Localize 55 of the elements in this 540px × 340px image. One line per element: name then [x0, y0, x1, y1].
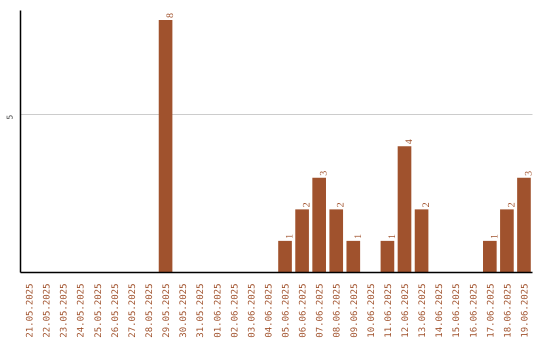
x-tick-label: 23.05.2025 [60, 283, 70, 338]
data-label: 1 [386, 234, 398, 239]
bar [295, 209, 309, 272]
x-tick-label: 15.06.2025 [452, 283, 462, 338]
x-tick-label: 19.06.2025 [520, 283, 530, 338]
x-tick-label: 07.06.2025 [316, 283, 326, 338]
bar [483, 240, 497, 272]
x-tick-label: 12.06.2025 [401, 283, 411, 338]
x-tick-label: 01.06.2025 [213, 283, 224, 338]
x-tick-label: 02.06.2025 [230, 283, 240, 338]
data-label: 1 [352, 234, 364, 239]
bar [278, 240, 292, 272]
x-tick-label: 06.06.2025 [298, 283, 309, 338]
data-label: 2 [421, 202, 432, 208]
x-tick-label: 27.05.2025 [128, 283, 138, 338]
x-tick-label: 28.05.2025 [145, 283, 155, 338]
x-tick-label: 30.05.2025 [179, 283, 190, 338]
x-tick-label: 17.06.2025 [486, 283, 496, 338]
bar [500, 209, 514, 272]
data-label: 1 [284, 234, 296, 239]
x-tick-label: 14.06.2025 [435, 283, 446, 338]
x-tick-label: 21.05.2025 [26, 283, 36, 338]
bar [346, 240, 360, 272]
bar [414, 209, 428, 272]
x-tick-label: 03.06.2025 [247, 283, 258, 338]
bar [380, 240, 394, 272]
data-label: 4 [404, 139, 415, 144]
data-label: 2 [302, 202, 313, 208]
bar [517, 178, 531, 272]
x-tick-label: 08.06.2025 [332, 283, 343, 338]
x-tick-label: 26.05.2025 [110, 283, 121, 338]
x-tick-label: 18.06.2025 [503, 283, 514, 338]
x-tick-label: 22.05.2025 [42, 283, 53, 338]
bar [329, 209, 344, 272]
data-label: 3 [523, 170, 534, 176]
data-label: 8 [165, 12, 176, 18]
x-tick-label: 11.06.2025 [384, 283, 394, 338]
x-tick-label: 05.06.2025 [282, 283, 292, 338]
x-tick-label: 24.05.2025 [76, 283, 87, 338]
x-tick-label: 16.06.2025 [469, 283, 480, 338]
x-tick-label: 13.06.2025 [418, 283, 428, 338]
data-label: 2 [336, 202, 347, 208]
bar [312, 178, 326, 272]
bar [158, 20, 172, 272]
data-label: 3 [318, 170, 330, 176]
x-tick-label: 25.05.2025 [94, 283, 104, 338]
x-tick-label: 29.05.2025 [162, 283, 172, 338]
x-tick-label: 10.06.2025 [366, 283, 377, 338]
y-tick-label: 5 [6, 114, 14, 120]
x-tick-label: 04.06.2025 [264, 283, 274, 338]
x-tick-label: 31.05.2025 [196, 283, 206, 338]
data-label: 2 [506, 202, 518, 208]
bar [398, 146, 412, 272]
data-label: 1 [489, 234, 500, 239]
x-tick-label: 09.06.2025 [350, 283, 360, 338]
